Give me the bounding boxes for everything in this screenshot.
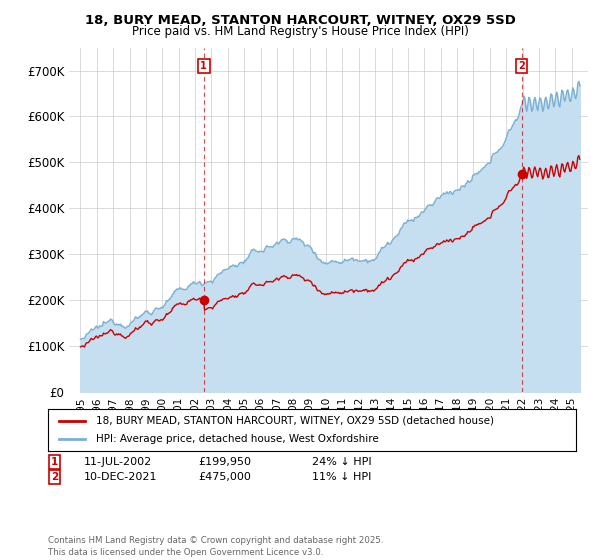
Text: HPI: Average price, detached house, West Oxfordshire: HPI: Average price, detached house, West… xyxy=(95,434,378,444)
Text: £199,950: £199,950 xyxy=(198,457,251,467)
Text: 24% ↓ HPI: 24% ↓ HPI xyxy=(312,457,371,467)
Text: 18, BURY MEAD, STANTON HARCOURT, WITNEY, OX29 5SD (detached house): 18, BURY MEAD, STANTON HARCOURT, WITNEY,… xyxy=(95,416,494,426)
Text: 18, BURY MEAD, STANTON HARCOURT, WITNEY, OX29 5SD: 18, BURY MEAD, STANTON HARCOURT, WITNEY,… xyxy=(85,14,515,27)
Text: Contains HM Land Registry data © Crown copyright and database right 2025.
This d: Contains HM Land Registry data © Crown c… xyxy=(48,536,383,557)
Text: 11% ↓ HPI: 11% ↓ HPI xyxy=(312,472,371,482)
Text: 1: 1 xyxy=(200,61,207,71)
Text: £475,000: £475,000 xyxy=(198,472,251,482)
Text: 2: 2 xyxy=(51,472,58,482)
Text: 1: 1 xyxy=(51,457,58,467)
Text: Price paid vs. HM Land Registry's House Price Index (HPI): Price paid vs. HM Land Registry's House … xyxy=(131,25,469,38)
Text: 10-DEC-2021: 10-DEC-2021 xyxy=(84,472,157,482)
Text: 11-JUL-2002: 11-JUL-2002 xyxy=(84,457,152,467)
Text: 2: 2 xyxy=(518,61,525,71)
